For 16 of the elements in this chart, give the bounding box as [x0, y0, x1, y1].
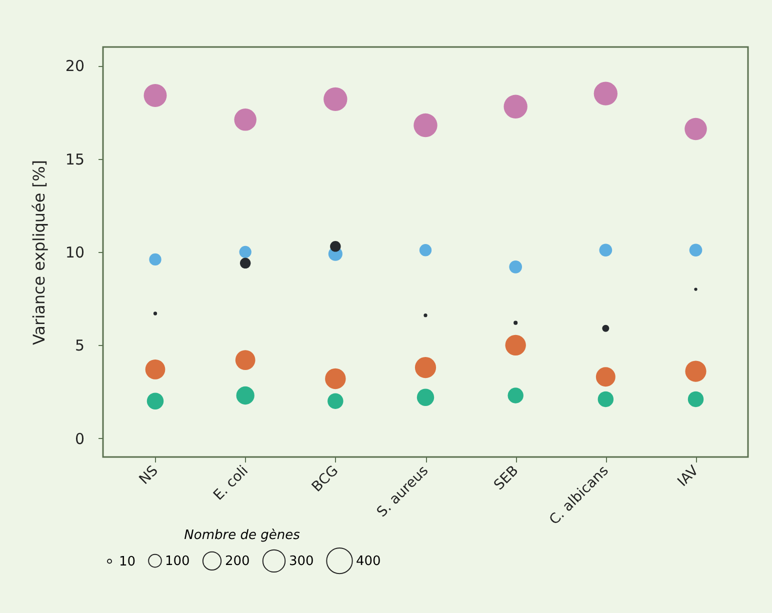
x-tick-label: IAV — [674, 462, 702, 490]
x-tick-label: E. coli — [210, 462, 252, 504]
legend-label: 100 — [165, 554, 190, 569]
y-tick-label: 20 — [65, 57, 84, 76]
y-axis-title: Variance expliquée [%] — [29, 160, 48, 346]
legend-title: Nombre de gènes — [184, 528, 300, 543]
x-tick-label: SEB — [491, 462, 522, 494]
legend-label: 300 — [289, 554, 314, 569]
y-tick-label: 0 — [74, 430, 84, 448]
legend-label: 10 — [119, 554, 136, 570]
legend-label: 200 — [225, 554, 250, 569]
x-tick-label: NS — [136, 462, 162, 488]
y-tick-label: 5 — [74, 336, 84, 355]
y-tick-label: 10 — [65, 244, 84, 262]
legend-label: 400 — [356, 554, 381, 569]
y-tick-label: 15 — [65, 150, 84, 168]
